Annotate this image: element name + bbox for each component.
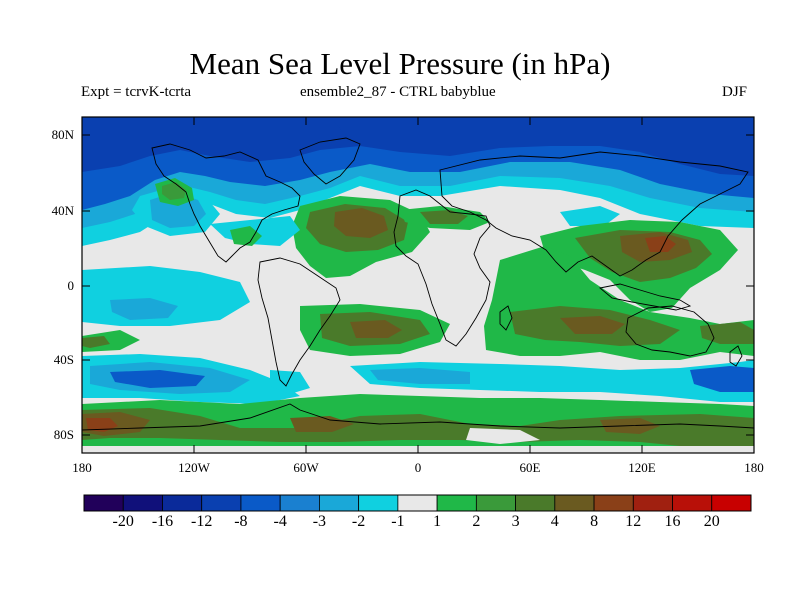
antarctic-core-west (86, 418, 118, 432)
colorbar-swatch (672, 494, 713, 512)
season-label: DJF (722, 84, 748, 100)
colorbar-label: -3 (312, 513, 327, 530)
lon-label-180-west: 180 (72, 460, 92, 475)
atlantic-high-brown (334, 208, 388, 238)
asia-high-core (645, 236, 676, 252)
colorbar-swatch (436, 494, 477, 512)
colorbar-swatch (632, 494, 673, 512)
greenland-coast (299, 137, 361, 185)
asia-coast (439, 151, 749, 277)
colorbar-swatch (554, 494, 595, 512)
colorbar-swatch (475, 494, 516, 512)
south-america-coast (257, 257, 341, 387)
colorbar-frame (83, 494, 752, 512)
antarctic-neutral-gap (466, 428, 540, 444)
colorbar-label: -1 (391, 513, 405, 530)
europe-olive (420, 210, 468, 224)
colorbar-label: -4 (273, 513, 287, 530)
lon-label-120e: 120E (628, 460, 656, 475)
antarctica-coast (82, 403, 754, 431)
madagascar-coast (499, 305, 513, 331)
lon-label-120w: 120W (178, 460, 210, 475)
south-pacific-olive-strip (82, 336, 110, 348)
colorbar-swatch (279, 494, 320, 512)
map-title: Mean Sea Level Pressure (in hPa) (189, 46, 611, 81)
indonesia-coast (598, 283, 692, 311)
colorbar-label: 8 (590, 513, 599, 530)
colorbar-swatch (83, 494, 124, 512)
south-atlantic-brown (350, 320, 402, 338)
southern-midblue-band (110, 370, 205, 388)
indian-south-midblue (690, 366, 754, 392)
experiment-label: Expt = tcrvK-tcrta (81, 84, 192, 100)
colorbar-label: 20 (703, 513, 720, 530)
new-zealand-coast (729, 345, 743, 367)
colorbar-label: -16 (151, 513, 174, 530)
lat-label-40n: 40N (51, 203, 74, 218)
colorbar-swatch (397, 494, 438, 512)
lon-label-0: 0 (414, 460, 422, 475)
coastlines (82, 137, 754, 431)
antarctic-olive (82, 408, 754, 448)
australia-coast (625, 305, 715, 357)
colorbar-swatch (201, 494, 242, 512)
lon-label-60w: 60W (293, 460, 319, 475)
colorbar-label: 2 (472, 513, 481, 530)
lon-label-180-east: 180 (744, 460, 764, 475)
colorbar-label: 4 (550, 513, 559, 530)
colorbar-label: -2 (351, 513, 366, 530)
pressure-field (82, 117, 754, 453)
lat-label-80n: 80N (51, 127, 74, 142)
east-pacific-lightblue (110, 298, 178, 320)
lat-label-40s: 40S (53, 352, 74, 367)
colorbar-label: 16 (664, 513, 681, 530)
colorbar (83, 494, 752, 512)
north-america-coast (151, 143, 301, 263)
colorbar-swatch (711, 494, 752, 512)
colorbar-label: -12 (191, 513, 213, 530)
indian-south-lightblue (370, 368, 470, 384)
pacific-olive-blob (162, 182, 186, 200)
indian-brown (560, 316, 625, 334)
ensemble-label: ensemble2_87 - CTRL babyblue (300, 84, 496, 100)
colorbar-swatch (122, 494, 163, 512)
colorbar-label: -8 (234, 513, 248, 530)
colorbar-label: 12 (625, 513, 642, 530)
colorbar-label: 3 (511, 513, 520, 530)
greenland-deepblue (330, 117, 470, 150)
lat-label-80s: 80S (53, 427, 74, 442)
colorbar-swatch (358, 494, 399, 512)
europe-africa-coast (393, 189, 491, 347)
caribbean-green (230, 226, 262, 246)
lon-label-60e: 60E (519, 460, 541, 475)
colorbar-swatch (162, 494, 203, 512)
colorbar-label: 1 (433, 513, 442, 530)
lat-label-equator: 0 (67, 278, 75, 293)
colorbar-swatch (319, 494, 360, 512)
asia-cyan-blob (560, 206, 620, 226)
antarctic-brown-center (290, 416, 354, 432)
colorbar-label: -20 (112, 513, 134, 530)
axis-ticks (82, 117, 754, 453)
colorbar-swatch (240, 494, 281, 512)
patagonia-cyan (270, 370, 310, 394)
colorbar-swatch (515, 494, 556, 512)
colorbar-swatch (593, 494, 634, 512)
